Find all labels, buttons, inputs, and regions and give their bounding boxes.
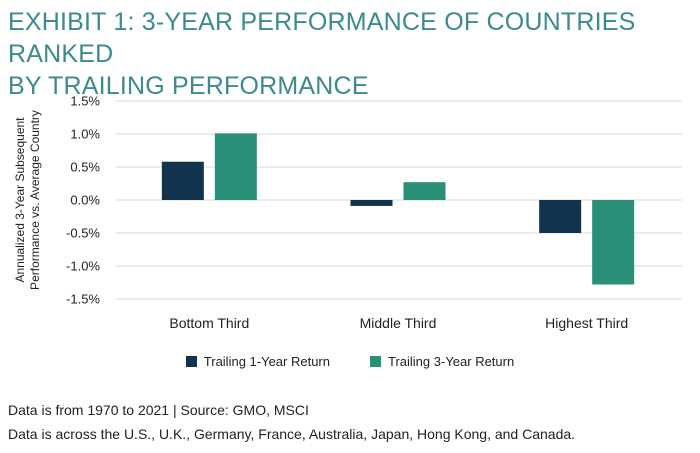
y-tick-label: 0.0% (70, 193, 100, 208)
x-category-label: Highest Third (545, 315, 628, 331)
x-category-label: Bottom Third (169, 315, 249, 331)
chart-title-line-2: BY TRAILING PERFORMANCE (8, 72, 369, 100)
y-axis-tick-labels: 1.5% 1.0% 0.5% 0.0% -0.5% -1.0% -1.5% (66, 94, 100, 307)
legend-label-series-2: Trailing 3-Year Return (388, 354, 515, 369)
bar-trailing-1-year (350, 200, 393, 206)
bar-trailing-1-year (161, 161, 204, 200)
legend-item-series-2: Trailing 3-Year Return (370, 354, 514, 369)
legend: Trailing 1-Year Return Trailing 3-Year R… (0, 354, 700, 369)
bar-trailing-3-year (592, 200, 635, 285)
y-axis-label-line-2: Performance vs. Average Country (28, 110, 42, 290)
chart-title-line-1: EXHIBIT 1: 3-YEAR PERFORMANCE OF COUNTRI… (8, 8, 636, 68)
y-tick-label: 1.0% (70, 127, 100, 142)
source-note: Data is from 1970 to 2021 | Source: GMO,… (8, 402, 309, 418)
legend-swatch-series-2 (370, 356, 381, 367)
legend-item-series-1: Trailing 1-Year Return (185, 354, 330, 369)
x-axis-category-labels: Bottom Third Middle Third Highest Third (169, 315, 628, 331)
bar-trailing-1-year (539, 200, 582, 233)
y-tick-label: 1.5% (70, 94, 100, 109)
gridlines (116, 100, 682, 300)
bar-chart: 1.5% 1.0% 0.5% 0.0% -0.5% -1.0% -1.5% Bottom T… (13, 94, 682, 331)
y-tick-label: -1.5% (66, 292, 100, 307)
bar-trailing-3-year (403, 182, 446, 200)
legend-label-series-1: Trailing 1-Year Return (203, 354, 330, 369)
legend-swatch-series-1 (185, 356, 197, 367)
coverage-note: Data is across the U.S., U.K., Germany, … (8, 426, 576, 442)
y-tick-label: 0.5% (70, 160, 100, 175)
bars (161, 133, 635, 285)
chart-title: EXHIBIT 1: 3-YEAR PERFORMANCE OF COUNTRI… (8, 6, 692, 102)
bar-trailing-3-year (214, 133, 257, 200)
footnotes: Data is from 1970 to 2021 | Source: GMO,… (8, 398, 575, 446)
y-tick-label: -1.0% (66, 259, 100, 274)
y-tick-label: -0.5% (66, 226, 100, 241)
y-axis-label-line-1: Annualized 3-Year Subsequent (13, 117, 27, 283)
x-category-label: Middle Third (360, 315, 437, 331)
